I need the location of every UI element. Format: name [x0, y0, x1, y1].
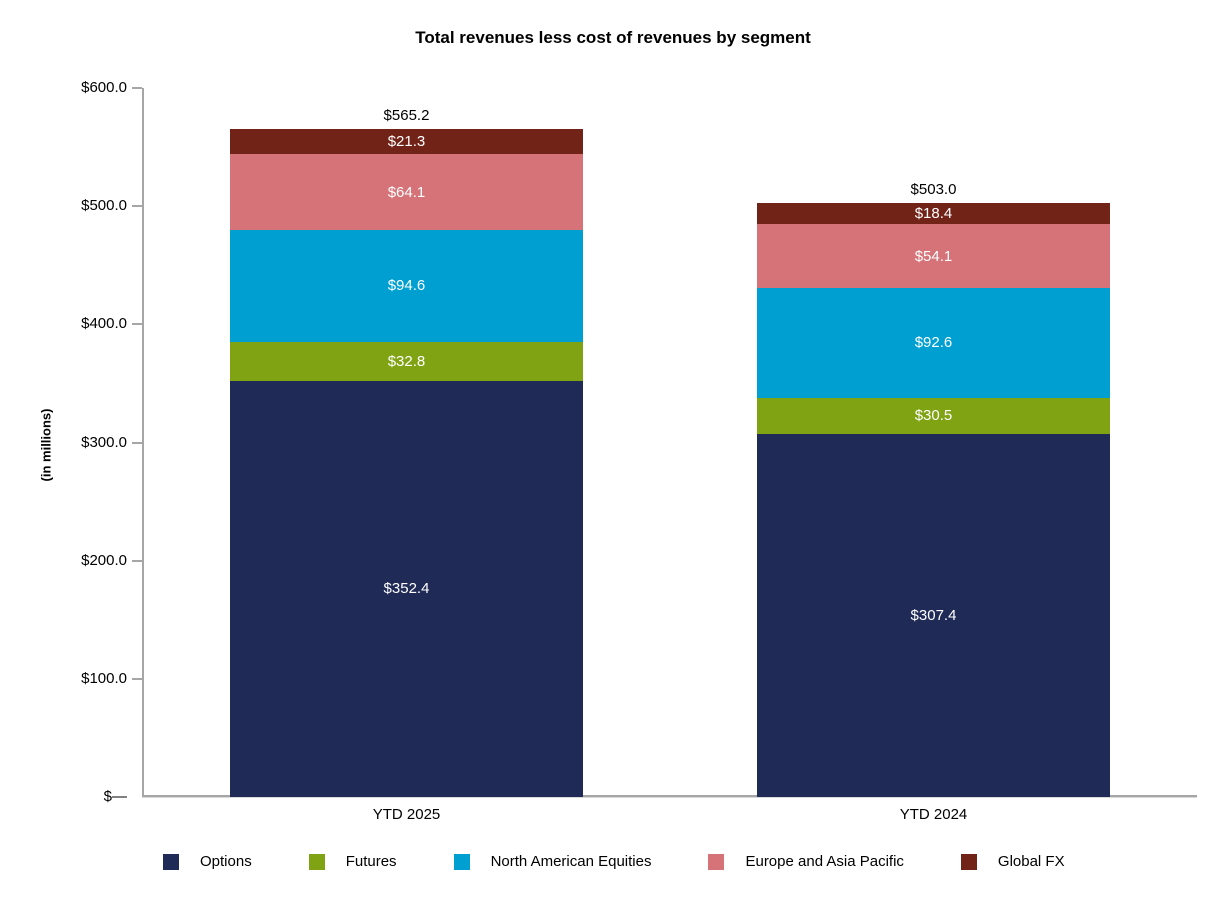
legend-item-europe-and-asia-pacific: Europe and Asia Pacific — [708, 853, 904, 870]
legend-label: Global FX — [997, 853, 1065, 870]
bar-segment-europe-and-asia-pacific: $64.1 — [230, 154, 583, 231]
segment-value-label: $18.4 — [914, 204, 953, 222]
segment-value-label: $64.1 — [387, 183, 426, 201]
y-tick-mark — [132, 87, 142, 89]
legend: Options Futures North American Equities Eur… — [163, 853, 1065, 870]
y-tick-label: $100.0 — [81, 669, 127, 687]
segment-value-label: $32.8 — [387, 352, 426, 370]
y-tick-label: $500.0 — [81, 197, 127, 215]
y-tick-label: $200.0 — [81, 551, 127, 569]
legend-label: Europe and Asia Pacific — [745, 853, 904, 870]
y-tick-label: $400.0 — [81, 315, 127, 333]
bar-segment-global-fx: $18.4 — [757, 202, 1110, 225]
legend-swatch-icon — [163, 853, 179, 870]
segment-value-label: $92.6 — [914, 334, 953, 352]
bar-segment-global-fx: $21.3 — [230, 129, 583, 155]
y-tick-label: $— — [103, 788, 127, 805]
bar-segment-options: $307.4 — [757, 433, 1110, 797]
bar-total-label: $503.0 — [910, 180, 957, 198]
segment-value-label: $307.4 — [910, 606, 957, 624]
bar-segment-europe-and-asia-pacific: $54.1 — [757, 224, 1110, 289]
legend-label: Options — [200, 853, 252, 870]
x-axis-label-ytd-2025: YTD 2025 — [372, 806, 441, 823]
chart-title: Total revenues less cost of revenues by … — [415, 28, 811, 47]
legend-item-options: Options — [163, 853, 252, 870]
segment-value-label: $21.3 — [387, 133, 426, 151]
legend-label: Futures — [345, 853, 397, 870]
legend-item-futures: Futures — [308, 853, 397, 870]
x-axis-label-ytd-2024: YTD 2024 — [899, 806, 968, 823]
legend-swatch-icon — [453, 853, 470, 870]
segment-value-label: $94.6 — [387, 277, 426, 295]
y-tick-mark — [132, 441, 142, 444]
legend-swatch-icon — [708, 853, 725, 870]
bar-segment-north-american-equities: $94.6 — [230, 230, 583, 342]
segment-value-label: $352.4 — [383, 580, 430, 598]
bar-segment-futures: $32.8 — [230, 341, 583, 381]
y-axis-line — [142, 88, 144, 797]
bar-segment-north-american-equities: $92.6 — [757, 288, 1110, 398]
x-axis-line — [142, 795, 1197, 797]
y-tick-mark — [132, 677, 142, 680]
segment-value-label: $30.5 — [914, 407, 953, 425]
y-tick-mark — [132, 559, 142, 562]
legend-swatch-icon — [308, 853, 325, 870]
legend-swatch-icon — [960, 853, 977, 870]
y-tick-mark — [132, 205, 142, 208]
segment-value-label: $54.1 — [914, 247, 953, 265]
y-tick-label: $300.0 — [81, 433, 127, 451]
bar-total-label: $565.2 — [383, 107, 430, 125]
bar-segment-options: $352.4 — [230, 380, 583, 797]
y-tick-label: $600.0 — [81, 79, 127, 96]
bar-segment-futures: $30.5 — [757, 397, 1110, 434]
legend-item-global-fx: Global FX — [960, 853, 1065, 870]
legend-label: North American Equities — [490, 853, 652, 870]
y-tick-mark — [132, 323, 142, 326]
legend-item-north-american-equities: North American Equities — [453, 853, 652, 870]
